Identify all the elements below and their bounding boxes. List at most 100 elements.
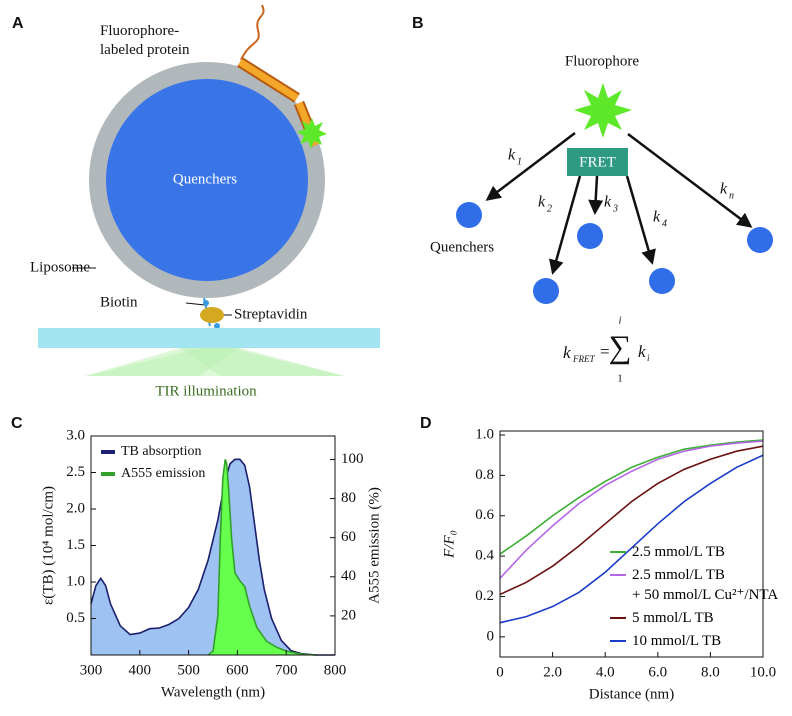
illumination-label: TIR illumination xyxy=(155,383,257,399)
x-tick-label: 4.0 xyxy=(596,664,615,680)
liposome-core xyxy=(106,79,308,281)
x-tick-label: 2.0 xyxy=(543,664,562,680)
formula-lhs-index: FRET xyxy=(572,354,595,364)
plot-frame xyxy=(499,430,764,658)
y-axis-label: F/F₀ xyxy=(441,530,457,559)
y-tick-label: 0.4 xyxy=(475,548,494,564)
legend-label: 10 mmol/L TB xyxy=(632,633,722,649)
x-tick-label: 300 xyxy=(80,662,103,678)
quencher xyxy=(456,202,482,228)
series-line xyxy=(499,439,764,555)
transfer-arrow xyxy=(625,175,656,265)
series-line xyxy=(499,454,764,624)
y-tick-label: 0.5 xyxy=(66,610,85,626)
x-tick-label: 10.0 xyxy=(750,664,776,680)
illumination-beam xyxy=(85,348,345,376)
liposome-label: Liposome xyxy=(30,259,90,275)
rate-symbol: k xyxy=(538,194,546,211)
legend: 2.5 mmol/L TB 2.5 mmol/L TB + 50 mmol/L C… xyxy=(610,542,778,654)
legend-entry: 10 mmol/L TB xyxy=(610,631,778,651)
streptavidin xyxy=(200,307,224,323)
legend-label: TB absorption xyxy=(121,444,202,459)
fluorophore-star xyxy=(574,83,632,138)
y-tick-label: 2.5 xyxy=(66,464,85,480)
rate-symbol: k xyxy=(508,147,516,164)
rate-symbol: k xyxy=(604,194,612,211)
x-tick-label: 8.0 xyxy=(701,664,720,680)
legend-label: 2.5 mmol/L TB xyxy=(632,544,725,560)
legend-label: 2.5 mmol/L TB + 50 mmol/L Cu²⁺/NTA xyxy=(632,567,779,603)
formula-lower: 1 xyxy=(617,373,623,385)
rate-index: n xyxy=(729,190,734,201)
donor-label: Fluorophore xyxy=(565,53,640,69)
x-axis-label: Wavelength (nm) xyxy=(161,684,265,700)
formula-equals: = xyxy=(600,342,610,361)
biotin xyxy=(203,300,209,306)
y-tick-label: 0.8 xyxy=(475,467,494,483)
formula-term: k xyxy=(638,342,646,361)
streptavidin-label: Streptavidin xyxy=(234,306,308,322)
x-tick-label: 700 xyxy=(275,662,298,678)
quencher xyxy=(747,227,773,253)
pointer-line xyxy=(185,302,206,306)
y-tick-label: 1.5 xyxy=(66,537,85,553)
protein-label: Fluorophore- labeled protein xyxy=(100,23,190,58)
x-tick-label: 400 xyxy=(129,662,152,678)
panel-letter: A xyxy=(12,15,24,32)
y-tick-label: 2.0 xyxy=(66,500,85,516)
y2-tick-label: 80 xyxy=(341,490,356,506)
y-tick-label: 1.0 xyxy=(475,426,494,442)
x-tick-label: 0 xyxy=(496,664,504,680)
y-tick-label: 0.2 xyxy=(475,588,494,604)
area-fill xyxy=(91,459,335,655)
formula-lhs: k xyxy=(563,343,571,362)
area-fill xyxy=(208,459,316,655)
formula-sum: ∑ xyxy=(609,328,632,364)
y-axis-label: ε(TB) (10⁴ mol/cm) xyxy=(40,486,56,605)
series-line xyxy=(499,440,764,579)
legend-swatch xyxy=(610,640,626,642)
fret-label: FRET xyxy=(579,154,616,170)
legend-label: 5 mmol/L TB xyxy=(632,610,714,626)
x-tick-label: 800 xyxy=(324,662,347,678)
acceptor-label: Quenchers xyxy=(430,239,494,255)
legend-entry: 5 mmol/L TB xyxy=(610,608,778,628)
core-label: Quenchers xyxy=(173,171,237,187)
x-axis-label: Distance (nm) xyxy=(589,686,674,702)
legend-entry: 2.5 mmol/L TB xyxy=(610,542,778,562)
legend-entry: 2.5 mmol/L TB + 50 mmol/L Cu²⁺/NTA xyxy=(610,565,778,605)
series-line xyxy=(499,445,764,596)
y2-tick-label: 60 xyxy=(341,529,356,545)
legend-swatch xyxy=(610,617,626,619)
legend-swatch xyxy=(610,574,626,576)
fluorophore-star xyxy=(297,118,327,149)
legend-label: A555 emission xyxy=(121,466,205,481)
transfer-arrow xyxy=(627,133,753,228)
transfer-arrow xyxy=(549,175,582,275)
y-tick-label: 3.0 xyxy=(66,427,85,443)
series-line xyxy=(207,459,316,656)
protein-chain xyxy=(240,4,265,61)
transfer-arrow xyxy=(485,132,576,201)
protein-domain xyxy=(238,59,299,101)
transfer-arrow xyxy=(588,175,604,215)
x-tick-label: 500 xyxy=(177,662,200,678)
y2-axis-label: A555 emission (%) xyxy=(366,487,382,604)
quencher xyxy=(649,268,675,294)
y2-tick-label: 20 xyxy=(341,607,356,623)
y2-tick-label: 40 xyxy=(341,568,356,584)
biotin-label: Biotin xyxy=(100,294,138,310)
glass-slide xyxy=(38,328,380,348)
quencher xyxy=(577,223,603,249)
y-tick-label: 0.6 xyxy=(475,507,494,523)
panel-letter: C xyxy=(11,415,23,432)
y-tick-label: 0 xyxy=(487,628,495,644)
rate-index: 4 xyxy=(662,218,667,229)
formula-term-index: i xyxy=(647,353,650,363)
legend-swatch xyxy=(610,551,626,553)
y-tick-label: 1.0 xyxy=(66,573,85,589)
rate-index: 1 xyxy=(517,156,522,167)
biotin xyxy=(214,323,220,329)
